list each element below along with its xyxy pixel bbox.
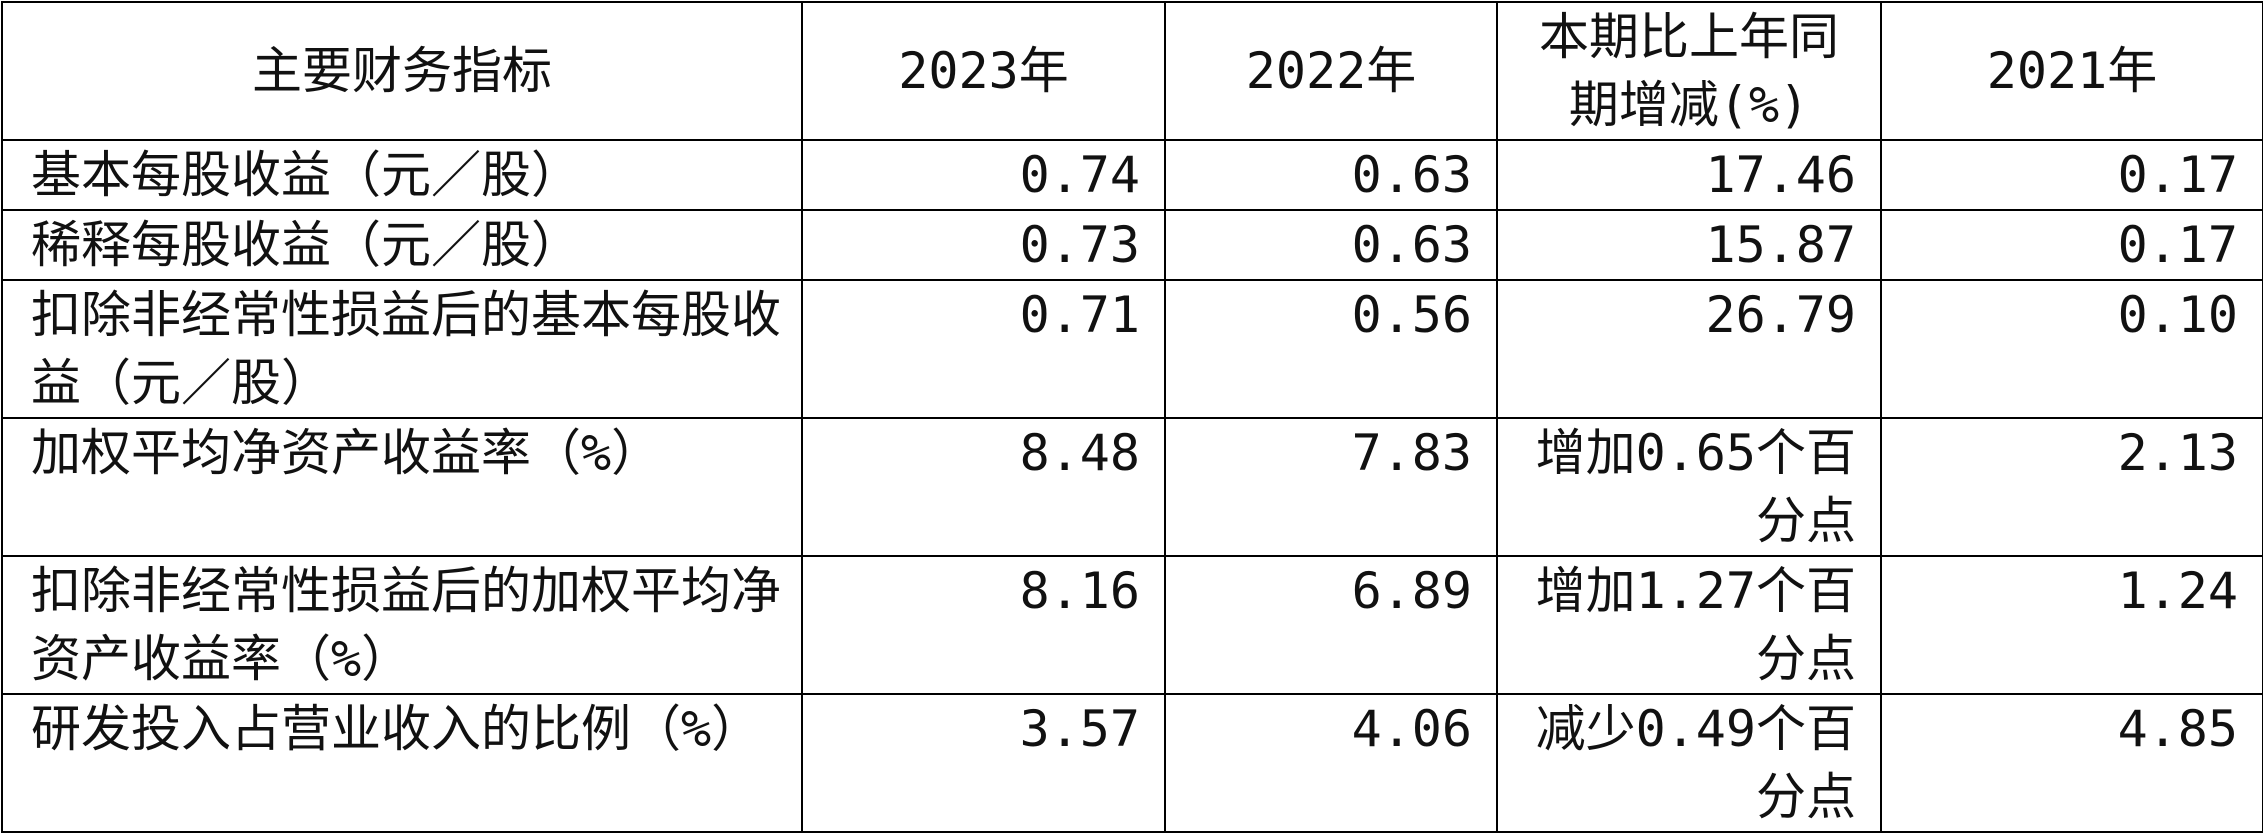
cell: 8.48	[801, 417, 1166, 557]
table-row: 基本每股收益（元／股） 0.74 0.63 17.46 0.17	[1, 139, 2263, 211]
table-row: 加权平均净资产收益率（%） 8.48 7.83 增加0.65个百分点 2.13	[1, 417, 2263, 557]
header-cell: 2023年	[801, 1, 1166, 141]
cell: 0.10	[1880, 279, 2263, 419]
cell: 0.73	[801, 209, 1166, 281]
table-row: 稀释每股收益（元／股） 0.73 0.63 15.87 0.17	[1, 209, 2263, 281]
cell: 0.74	[801, 139, 1166, 211]
cell: 0.56	[1164, 279, 1498, 419]
header-cell: 本期比上年同期增减(%)	[1496, 1, 1882, 141]
cell: 7.83	[1164, 417, 1498, 557]
header-cell: 2022年	[1164, 1, 1498, 141]
row-label: 稀释每股收益（元／股）	[1, 209, 803, 281]
cell: 17.46	[1496, 139, 1882, 211]
cell: 0.17	[1880, 139, 2263, 211]
table-row: 扣除非经常性损益后的加权平均净资产收益率（%） 8.16 6.89 增加1.27个百分…	[1, 555, 2263, 695]
cell: 3.57	[801, 693, 1166, 833]
cell: 8.16	[801, 555, 1166, 695]
cell: 4.06	[1164, 693, 1498, 833]
cell: 1.24	[1880, 555, 2263, 695]
header-row: 主要财务指标 2023年 2022年 本期比上年同期增减(%) 2021年	[1, 1, 2263, 141]
cell: 增加1.27个百分点	[1496, 555, 1882, 695]
cell: 0.63	[1164, 139, 1498, 211]
cell: 0.71	[801, 279, 1166, 419]
cell: 0.17	[1880, 209, 2263, 281]
table-row: 研发投入占营业收入的比例（%） 3.57 4.06 减少0.49个百分点 4.85	[1, 693, 2263, 833]
row-label: 研发投入占营业收入的比例（%）	[1, 693, 803, 833]
cell: 4.85	[1880, 693, 2263, 833]
row-label: 扣除非经常性损益后的基本每股收益（元／股）	[1, 279, 803, 419]
header-cell: 主要财务指标	[1, 1, 803, 141]
cell: 26.79	[1496, 279, 1882, 419]
row-label: 扣除非经常性损益后的加权平均净资产收益率（%）	[1, 555, 803, 695]
cell: 增加0.65个百分点	[1496, 417, 1882, 557]
cell: 6.89	[1164, 555, 1498, 695]
row-label: 加权平均净资产收益率（%）	[1, 417, 803, 557]
cell: 2.13	[1880, 417, 2263, 557]
row-label: 基本每股收益（元／股）	[1, 139, 803, 211]
cell: 减少0.49个百分点	[1496, 693, 1882, 833]
cell: 15.87	[1496, 209, 1882, 281]
table-row: 扣除非经常性损益后的基本每股收益（元／股） 0.71 0.56 26.79 0.10	[1, 279, 2263, 419]
cell: 0.63	[1164, 209, 1498, 281]
header-cell: 2021年	[1880, 1, 2263, 141]
